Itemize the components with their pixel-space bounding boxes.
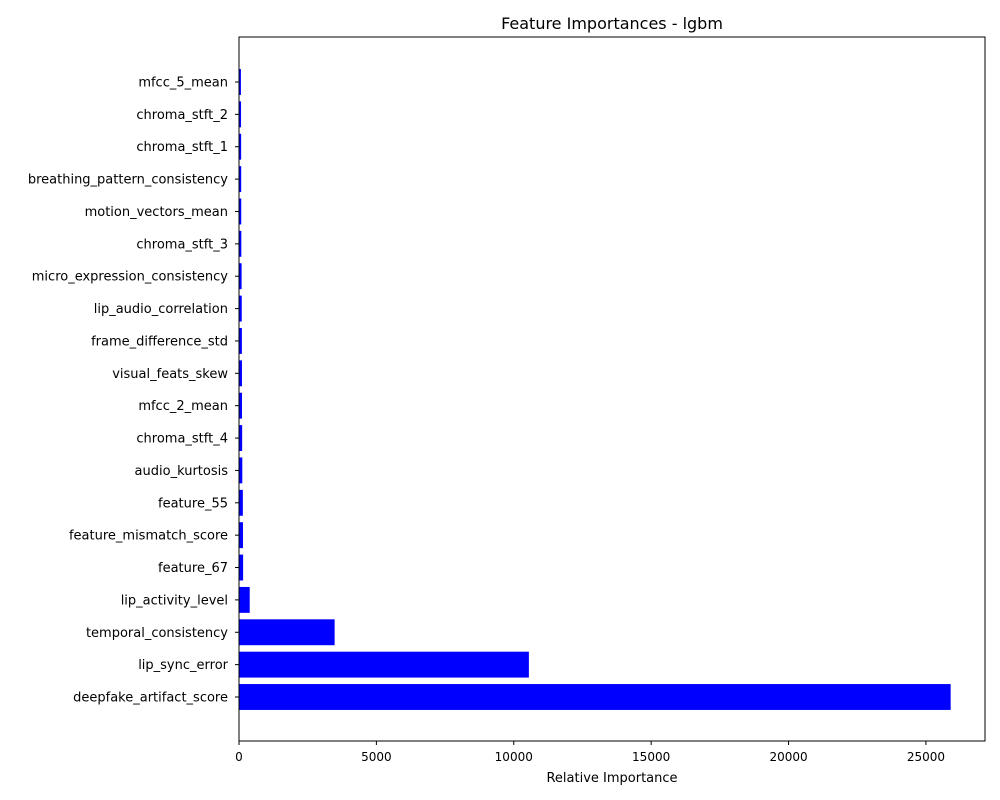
bar-chroma_stft_3 — [239, 230, 242, 257]
bar-chroma_stft_4 — [239, 425, 243, 451]
bar-deepfake_artifact_score — [239, 684, 951, 710]
y-tick-label: temporal_consistency — [86, 626, 228, 641]
y-tick-label: feature_55 — [158, 496, 228, 511]
y-tick-label: mfcc_5_mean — [138, 76, 228, 91]
y-tick-label: breathing_pattern_consistency — [28, 173, 228, 188]
x-tick-label: 15000 — [632, 750, 670, 764]
bar-mfcc_5_mean — [239, 69, 241, 95]
y-tick-label: lip_audio_correlation — [94, 302, 228, 317]
bar-feature_67 — [239, 554, 244, 581]
y-tick-label: visual_feats_skew — [112, 367, 228, 382]
bar-feature_mismatch_score — [239, 522, 243, 549]
bar-temporal_consistency — [239, 619, 335, 646]
y-tick-label: frame_difference_std — [91, 334, 228, 349]
y-tick-label: lip_sync_error — [138, 658, 228, 673]
bar-lip_sync_error — [239, 651, 529, 678]
x-tick-label: 20000 — [769, 750, 807, 764]
bar-lip_activity_level — [239, 586, 250, 613]
y-tick-label: feature_67 — [158, 561, 228, 576]
chart-title: Feature Importances - lgbm — [501, 14, 723, 33]
bar-visual_feats_skew — [239, 360, 242, 387]
x-axis-label: Relative Importance — [546, 771, 677, 786]
bar-chroma_stft_1 — [239, 133, 242, 160]
bar-feature_55 — [239, 489, 243, 516]
y-tick-label: lip_activity_level — [121, 593, 228, 608]
bar-mfcc_2_mean — [239, 392, 243, 419]
plot-frame — [238, 36, 986, 742]
bar-micro_expression_consistency — [239, 263, 242, 290]
y-tick-label: motion_vectors_mean — [85, 205, 228, 220]
x-ticks: 0 5000 10000 15000 20000 25000 — [235, 741, 945, 764]
y-tick-label: chroma_stft_4 — [136, 432, 228, 447]
bar-frame_difference_std — [239, 328, 242, 354]
x-tick-label: 0 — [235, 750, 243, 764]
y-tick-label: audio_kurtosis — [135, 464, 229, 479]
y-tick-label: micro_expression_consistency — [32, 270, 229, 285]
y-tick-label: chroma_stft_2 — [136, 108, 228, 123]
bar-breathing_pattern_consistency — [239, 166, 242, 193]
y-tick-label: chroma_stft_3 — [136, 237, 228, 252]
y-tick-labels: deepfake_artifact_score lip_sync_error tem… — [28, 76, 239, 706]
bar-audio_kurtosis — [239, 457, 243, 484]
y-tick-label: mfcc_2_mean — [138, 399, 228, 414]
bar-motion_vectors_mean — [239, 198, 242, 225]
y-tick-label: feature_mismatch_score — [69, 529, 228, 544]
y-tick-label: chroma_stft_1 — [136, 140, 228, 155]
bar-chroma_stft_2 — [239, 101, 242, 128]
y-tick-label: deepfake_artifact_score — [73, 691, 228, 706]
bar-lip_audio_correlation — [239, 295, 242, 322]
x-tick-label: 5000 — [361, 750, 392, 764]
bars-group — [239, 69, 951, 710]
x-tick-label: 10000 — [495, 750, 533, 764]
x-tick-label: 25000 — [907, 750, 945, 764]
